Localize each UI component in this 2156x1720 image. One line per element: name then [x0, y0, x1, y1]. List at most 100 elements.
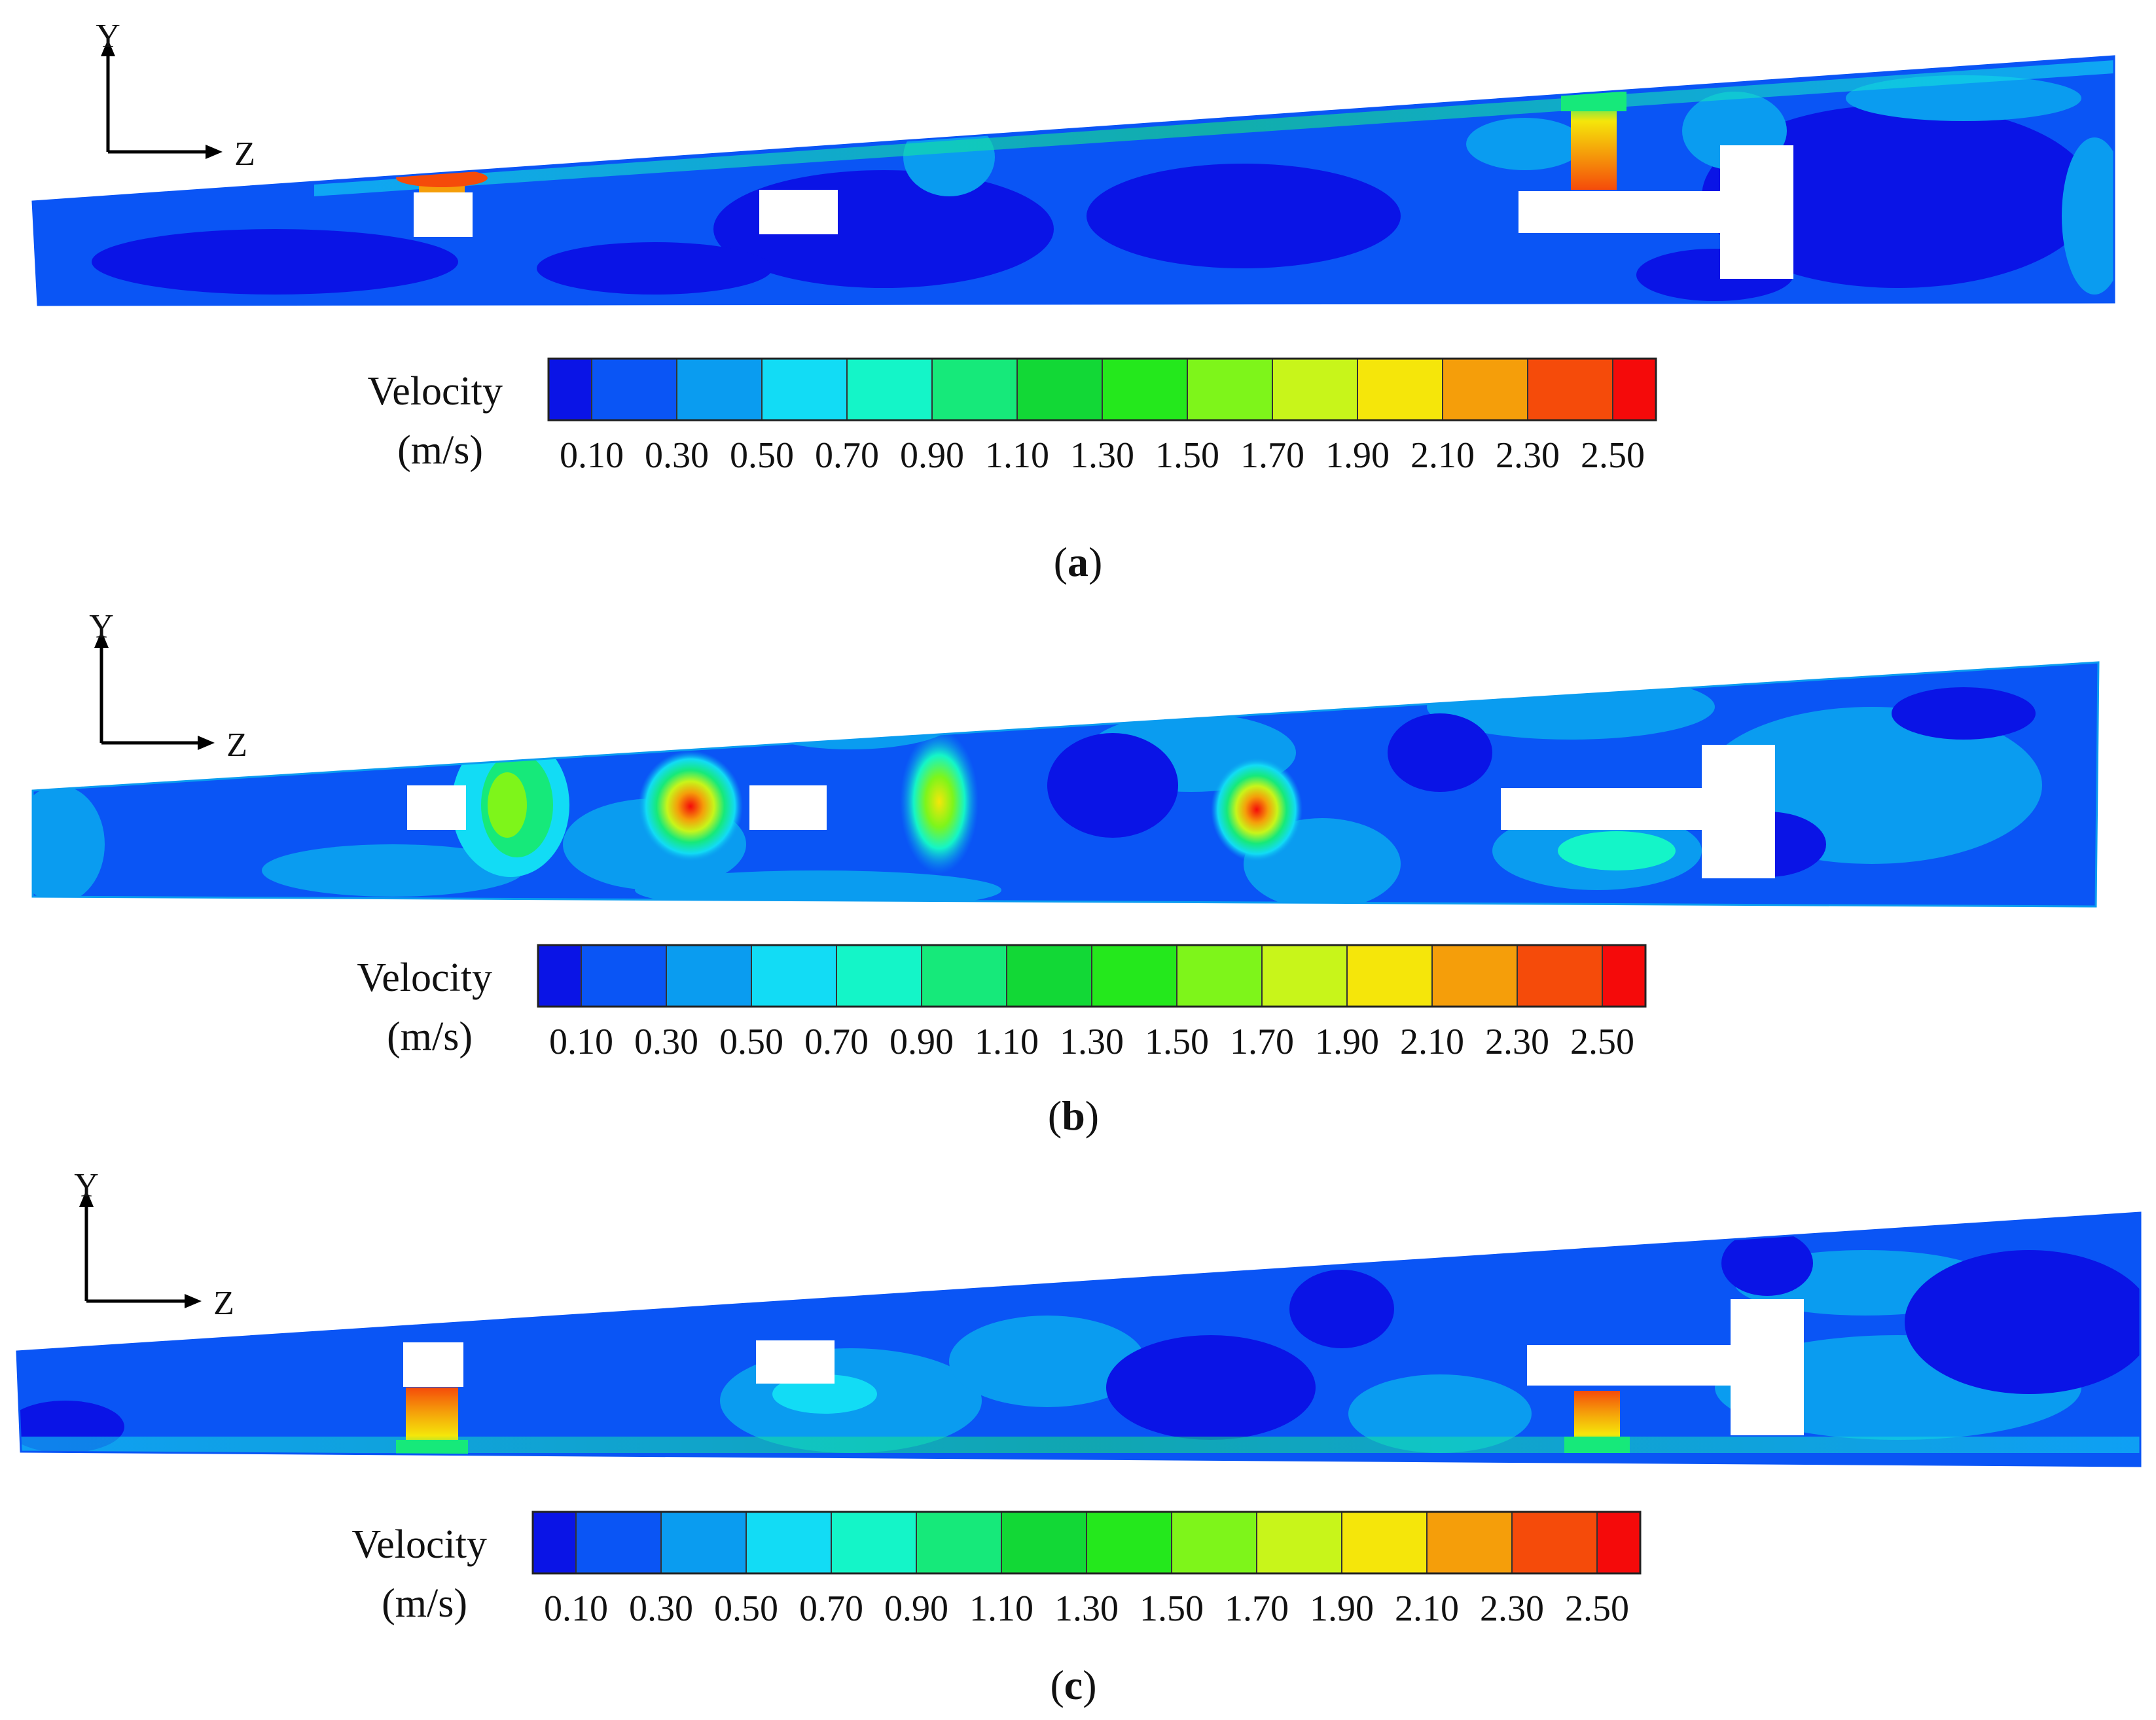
- axis-triad-b: Y Z: [89, 608, 247, 764]
- colorbar-b: Velocity (m/s) 0.10 0.30 0.50 0.70 0.90 1.10 1…: [357, 944, 1647, 1062]
- colorbar-cell: [1527, 358, 1613, 421]
- colorbar-cell: [916, 1511, 1002, 1574]
- colorbar-cell: [1431, 944, 1518, 1007]
- z-axis-label: Z: [226, 726, 247, 764]
- colorbar-cell: [931, 358, 1018, 421]
- colorbar-cell: [1272, 358, 1358, 421]
- colorbar-tick-label: 0.50: [719, 1022, 783, 1062]
- colorbar-tick-label: 2.50: [1565, 1588, 1629, 1629]
- colorbar-cell: [676, 358, 763, 421]
- colorbar-tick-label: 1.90: [1325, 435, 1390, 476]
- colorbar-cell: [921, 944, 1007, 1007]
- colorbar-title: Velocity: [357, 956, 492, 1000]
- colorbar-tick-label: 2.30: [1480, 1588, 1544, 1629]
- colorbar-cell: [1016, 358, 1103, 421]
- colorbar-tick-label: 1.90: [1310, 1588, 1374, 1629]
- colorbar-unit: (m/s): [397, 428, 483, 473]
- obstacle-a1: [414, 192, 473, 237]
- colorbar-tick-label: 0.50: [730, 435, 794, 476]
- colorbar-frame: [547, 357, 1657, 421]
- colorbar-cell: [1612, 358, 1657, 421]
- obstacle-c3: [1527, 1345, 1740, 1386]
- colorbar-tick-label: 1.50: [1145, 1022, 1209, 1062]
- colorbar-cell: [537, 944, 582, 1007]
- colorbar-tick-label: 0.30: [634, 1022, 698, 1062]
- obstacle-b2: [749, 785, 827, 830]
- colorbar-cell: [1357, 358, 1443, 421]
- colorbar-tick-label: 1.10: [985, 435, 1049, 476]
- colorbar-cell: [1442, 358, 1528, 421]
- colorbar-tick-label: 1.90: [1315, 1022, 1379, 1062]
- colorbar-tick-label: 2.10: [1400, 1022, 1464, 1062]
- colorbar-cell: [1511, 1511, 1598, 1574]
- colorbar-tick-label: 0.50: [714, 1588, 778, 1629]
- y-axis-label: Y: [74, 1167, 99, 1204]
- colorbar-tick-label: 0.70: [804, 1022, 869, 1062]
- colorbar-tick-label: 0.10: [549, 1022, 613, 1062]
- velocity-field-c: [17, 1213, 2140, 1466]
- axis-triad-c: Y Z: [74, 1167, 234, 1322]
- colorbar-unit: (m/s): [387, 1014, 473, 1059]
- colorbar-tick-label: 0.70: [799, 1588, 863, 1629]
- colorbar-a: Velocity (m/s) 0.10 0.30 0.50 0.70 0.90 1.10 1…: [367, 357, 1657, 476]
- colorbar-tick-label: 1.70: [1225, 1588, 1289, 1629]
- colorbar-unit: (m/s): [382, 1581, 467, 1626]
- colorbar-tick-label: 1.30: [1060, 1022, 1124, 1062]
- colorbar-cell: [1256, 1511, 1342, 1574]
- colorbar-cell: [1176, 944, 1263, 1007]
- obstacle-a2: [759, 190, 838, 234]
- z-axis-label: Z: [213, 1285, 234, 1322]
- z-axis-label: Z: [234, 135, 255, 173]
- colorbar-cell: [1006, 944, 1092, 1007]
- axis-triad-a: Y Z: [96, 18, 255, 173]
- colorbar-cell: [1426, 1511, 1513, 1574]
- colorbar-tick-label: 0.30: [629, 1588, 693, 1629]
- obstacle-a3: [1518, 191, 1728, 233]
- panel-b: Y Z: [31, 608, 2100, 1139]
- colorbar-cell: [548, 358, 592, 421]
- colorbar-tick-label: 2.50: [1581, 435, 1645, 476]
- colorbar-tick-label: 0.90: [900, 435, 964, 476]
- colorbar-cell: [575, 1511, 662, 1574]
- colorbar-cell: [591, 358, 677, 421]
- colorbar-tick-label: 1.30: [1054, 1588, 1119, 1629]
- obstacle-b1: [407, 785, 466, 830]
- colorbar-tick-label: 0.10: [560, 435, 624, 476]
- colorbar-title: Velocity: [351, 1522, 487, 1567]
- colorbar-cell: [1261, 944, 1348, 1007]
- panel-caption-c: (c): [1050, 1662, 1096, 1708]
- colorbar-cell: [1001, 1511, 1087, 1574]
- colorbar-cell: [1171, 1511, 1257, 1574]
- colorbar-title: Velocity: [367, 369, 503, 414]
- colorbar-cell: [1517, 944, 1603, 1007]
- obstacle-b4: [1702, 745, 1775, 878]
- colorbar-tick-label: 1.30: [1070, 435, 1134, 476]
- colorbar-tick-label: 2.30: [1485, 1022, 1549, 1062]
- y-axis-label: Y: [89, 608, 114, 645]
- colorbar-cell: [1086, 1511, 1172, 1574]
- obstacle-c2: [756, 1340, 835, 1384]
- colorbar-tick-label: 1.50: [1140, 1588, 1204, 1629]
- colorbar-cell: [831, 1511, 917, 1574]
- colorbar-frame: [531, 1511, 1642, 1575]
- colorbar-cell: [846, 358, 933, 421]
- colorbar-cell: [1091, 944, 1177, 1007]
- colorbar-tick-label: 1.10: [969, 1588, 1033, 1629]
- colorbar-tick-label: 2.10: [1410, 435, 1475, 476]
- colorbar-tick-label: 0.10: [544, 1588, 608, 1629]
- colorbar-cell: [836, 944, 922, 1007]
- colorbar-cell: [1346, 944, 1433, 1007]
- obstacle-c1: [403, 1342, 463, 1387]
- colorbar-tick-label: 1.50: [1155, 435, 1219, 476]
- colorbar-cell: [1596, 1511, 1641, 1574]
- panel-a: Y Z: [31, 18, 2115, 585]
- panel-caption-b: (b): [1048, 1092, 1099, 1139]
- colorbar-tick-label: 2.30: [1496, 435, 1560, 476]
- obstacle-b3: [1501, 788, 1712, 830]
- colorbar-c: Velocity (m/s) 0.10 0.30 0.50 0.70 0.90 1.10 1…: [351, 1511, 1642, 1629]
- colorbar-cell: [746, 1511, 832, 1574]
- colorbar-tick-label: 2.50: [1570, 1022, 1634, 1062]
- velocity-field-a: [33, 56, 2114, 305]
- colorbar-cell: [1341, 1511, 1428, 1574]
